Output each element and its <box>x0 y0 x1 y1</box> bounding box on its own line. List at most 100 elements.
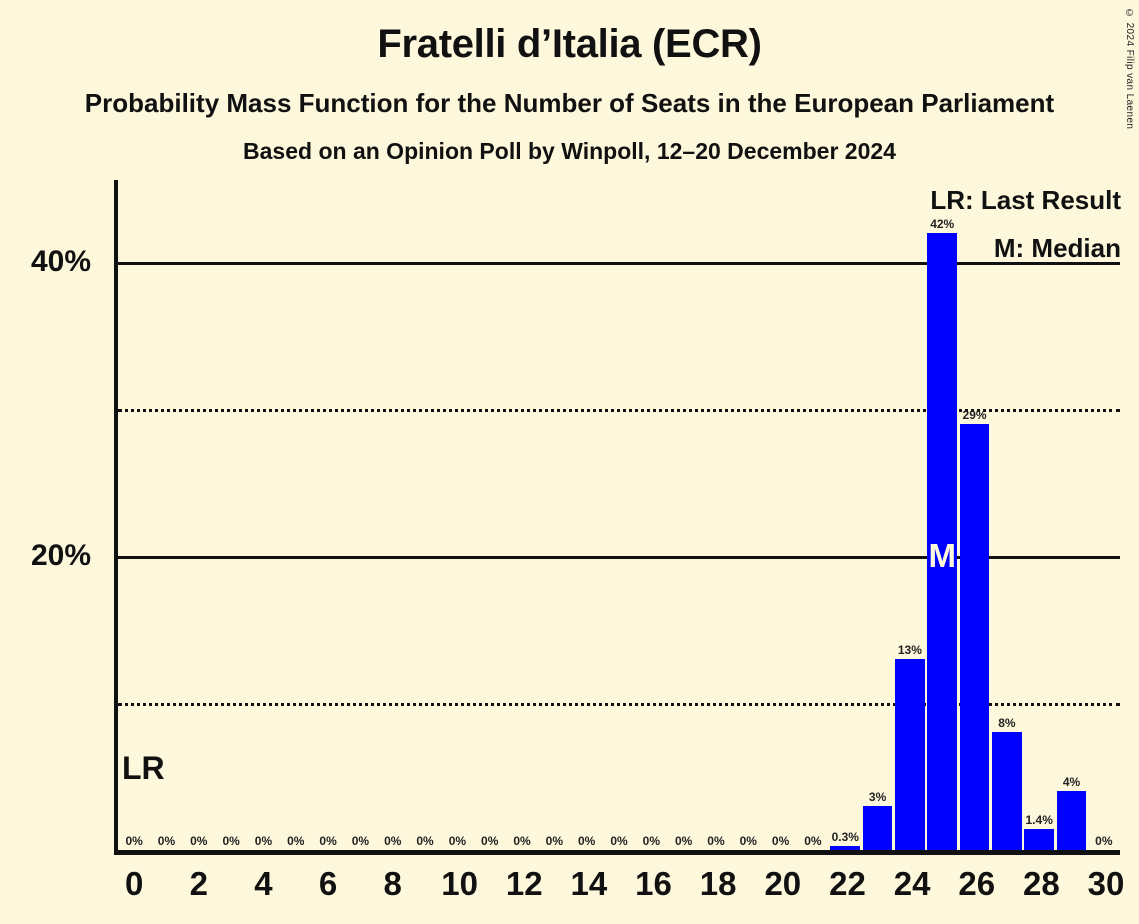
bar-slot: 0% <box>409 180 441 850</box>
bar-slot: 0% <box>312 180 344 850</box>
bar-value-label: 0% <box>610 834 628 848</box>
x-axis-line <box>114 850 1120 855</box>
x-tick-label-30: 30 <box>1087 865 1125 902</box>
bar-slot: 0% <box>215 180 247 850</box>
bar-slot: 0% <box>506 180 538 850</box>
bar-value-label: 0% <box>157 834 176 848</box>
bar-value-label: 0% <box>804 834 822 848</box>
x-tick-labels-group: 0 2 4 6 8 10 12 14 16 18 20 22 24 26 28 30 <box>118 865 1125 915</box>
x-tick-label-10: 10 <box>441 865 478 902</box>
page-title: Fratelli d’Italia (ECR) <box>377 22 762 66</box>
bar-value-label: 0% <box>222 834 240 848</box>
bar-slot: 0% <box>474 180 506 850</box>
bar-slot: 29% <box>958 180 990 850</box>
bar-slot: 0% <box>441 180 473 850</box>
bar-slot: 0% <box>344 180 376 850</box>
bar[interactable] <box>895 659 925 850</box>
x-tick-label-22: 22 <box>829 865 866 902</box>
bar-slot: 0% <box>150 180 182 850</box>
bar-value-label: 0.3% <box>831 829 859 844</box>
last-result-marker: LR <box>122 750 165 786</box>
bar-value-label: 4% <box>1062 775 1081 790</box>
legend-last-result: LR: Last Result <box>930 185 1121 215</box>
y-tick-label-20: 20% <box>30 539 91 573</box>
x-tick-label-26: 26 <box>958 865 996 902</box>
bar[interactable] <box>1056 791 1087 850</box>
bar-slot: 0% <box>732 180 764 850</box>
bar[interactable] <box>992 732 1022 850</box>
bar-slot: 0% <box>280 180 312 850</box>
bar[interactable] <box>1024 829 1055 850</box>
bar-value-label: 1.4% <box>1025 813 1053 828</box>
bar-slot: 0% <box>764 180 796 850</box>
x-tick-label-18: 18 <box>699 865 737 902</box>
x-tick-label-12: 12 <box>505 865 543 902</box>
bar-value-label: 0% <box>1095 834 1113 848</box>
bar-slot: 0% <box>377 180 409 850</box>
x-tick-label-14: 14 <box>570 865 608 902</box>
bar-value-label: 0% <box>513 834 531 848</box>
bar-value-label: 0% <box>448 834 467 848</box>
bar-value-label: 0% <box>707 834 725 848</box>
bar-slot: 0% <box>635 180 667 850</box>
copyright-notice: © 2024 Filip van Laenen <box>1124 8 1135 130</box>
plot-area: 20% 40% 0% 0% 0% 0% 0% 0% 0% 0% 0% 0% 0% 0% 0% 0% 0% 0% 0… <box>31 180 1120 855</box>
median-marker: M <box>928 537 956 575</box>
bar-value-label: 0% <box>481 834 499 848</box>
y-axis-line <box>114 180 118 852</box>
bar[interactable] <box>830 845 861 850</box>
bar-value-label: 0% <box>739 834 757 848</box>
gridline-10 <box>118 703 1120 707</box>
bar-slot: 0% <box>118 180 150 850</box>
title-block: Fratelli d’Italia (ECR) Probability Mass… <box>0 0 1139 163</box>
x-tick-label-6: 6 <box>318 865 338 902</box>
bar-value-label: 8% <box>998 716 1016 731</box>
bar-value-label: 3% <box>868 789 887 804</box>
legend-median: M: Median <box>993 233 1121 263</box>
bar-slot: 0% <box>700 180 732 850</box>
bar-slot: 8% <box>991 180 1023 850</box>
bar-value-label: 0% <box>190 834 208 848</box>
bar-slot: 0% <box>667 180 699 850</box>
bar-value-label: 0% <box>287 834 305 848</box>
chart-source-line: Based on an Opinion Poll by Winpoll, 12–… <box>243 138 896 164</box>
bar-slot: 0% <box>247 180 279 850</box>
x-tick-label-20: 20 <box>764 865 802 902</box>
bar[interactable] <box>959 423 990 850</box>
bar-slot: 0% <box>797 180 829 850</box>
x-tick-label-8: 8 <box>383 865 402 902</box>
gridline-30 <box>118 409 1120 413</box>
gridline-40 <box>118 262 1120 266</box>
x-tick-label-24: 24 <box>893 865 931 902</box>
bar-slot: 0.3% <box>829 180 861 850</box>
y-tick-label-40: 40% <box>30 245 91 279</box>
bar-slot: 0% <box>183 180 215 850</box>
bar-value-label: 0% <box>578 834 596 848</box>
chart-subtitle: Probability Mass Function for the Number… <box>84 88 1055 118</box>
x-tick-label-2: 2 <box>189 865 208 902</box>
bar-slot: 1.4% <box>1023 180 1055 850</box>
bar-value-label: 0% <box>674 834 693 848</box>
bar-value-label: 0% <box>125 834 143 848</box>
bar-slot: 0% <box>538 180 570 850</box>
x-tick-label-16: 16 <box>635 865 672 902</box>
gridline-20 <box>118 556 1120 560</box>
bar[interactable] <box>927 232 958 850</box>
bar-slot: 0% <box>603 180 635 850</box>
x-tick-label-28: 28 <box>1023 865 1060 902</box>
bar-slot: 0% <box>571 180 603 850</box>
bar-value-label: 0% <box>319 834 337 848</box>
x-tick-label-0: 0 <box>124 865 144 902</box>
bar-value-label: 0% <box>771 834 790 848</box>
bars-group: 0% 0% 0% 0% 0% 0% 0% 0% 0% 0% 0% 0% 0% 0% 0% 0% 0% 0% 0% 0%… <box>118 180 1120 850</box>
bar-value-label: 42% <box>930 216 955 231</box>
bar-value-label: 0% <box>416 834 434 848</box>
bar-value-label: 0% <box>384 834 402 848</box>
bar[interactable] <box>862 805 893 850</box>
bar-slot: 4% <box>1055 180 1087 850</box>
bar-slot: 13% <box>894 180 926 850</box>
bar-slot: 0% <box>1088 180 1120 850</box>
bar-slot: 42% M <box>926 180 958 850</box>
bar-value-label: 0% <box>545 834 564 848</box>
